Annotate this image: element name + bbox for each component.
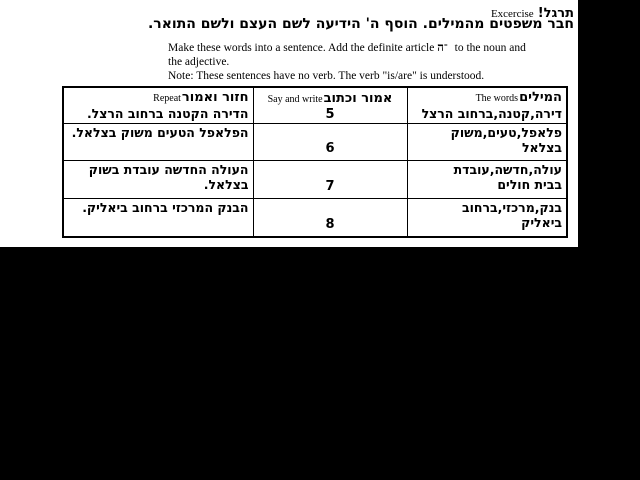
exercise-title-english: Excercise (490, 8, 534, 20)
repeat-text: בצלאל. (203, 177, 249, 192)
article-letter: ה (437, 42, 444, 54)
repeat-text: הפלאפל הטעים משוק בצלאל. (71, 125, 249, 140)
english-instruction-block: Make these words into a sentence. Add th… (168, 38, 572, 83)
english-instruction-line-3: Note: These sentences have no verb. The … (168, 70, 485, 82)
words-cell: עולה,חדשה,עובדת בבית חולים (406, 160, 568, 199)
repeat-text: הבנק המרכזי ברחוב ביאליק. (82, 200, 249, 215)
words-cell: פלאפל,טעים,משוק בצלאל (406, 123, 568, 161)
words-column-header: The wordsהמילים (412, 89, 562, 106)
english-instruction-line-2: the adjective. (168, 56, 230, 68)
words-cell: בנק,מרכזי,ברחוב ביאליק (406, 198, 568, 237)
words-text: בנק,מרכזי,ברחוב (462, 200, 562, 215)
words-text: עולה,חדשה,עובדת (453, 162, 562, 177)
table-row: הפלאפל הטעים משוק בצלאל. 6 פלאפל,טעים,מש… (62, 123, 568, 161)
words-text: פלאפל,טעים,משוק (450, 125, 562, 140)
number-cell: 7 (252, 160, 408, 199)
instruction-line1-after: to the noun and (454, 42, 526, 54)
repeat-column-header: Repeatחזור ואמור (68, 89, 249, 106)
words-text: בצלאל (521, 140, 562, 155)
words-cell: The wordsהמילים דירה,קטנה,ברחוב הרצל (406, 86, 568, 124)
words-header-english: The words (475, 93, 519, 104)
words-text: ביאליק (521, 215, 562, 230)
number-cell: 8 (252, 198, 408, 237)
english-instruction-line-1: Make these words into a sentence. Add th… (168, 38, 572, 55)
repeat-text: הדירה הקטנה ברחוב הרצל. (86, 106, 249, 121)
repeat-header-english: Repeat (153, 93, 181, 104)
repeat-cell: הפלאפל הטעים משוק בצלאל. (62, 123, 254, 161)
repeat-text (68, 140, 249, 144)
exercise-table: Repeatחזור ואמור הדירה הקטנה ברחוב הרצל.… (62, 86, 568, 238)
repeat-cell: העולה החדשה עובדת בשוק בצלאל. (62, 160, 254, 199)
item-number: 5 (325, 107, 335, 122)
table-row: העולה החדשה עובדת בשוק בצלאל. 7 עולה,חדש… (62, 160, 568, 199)
repeat-header-hebrew: חזור ואמור (181, 90, 249, 105)
article-dash: - (443, 39, 448, 51)
instruction-line1-before: Make these words into a sentence. Add th… (168, 42, 435, 54)
definite-article: ה- (437, 38, 447, 55)
say-write-header-english: Say and write (267, 94, 323, 105)
repeat-cell: הבנק המרכזי ברחוב ביאליק. (62, 198, 254, 237)
document-page: Excercise תרגל! חבר משפטים מהמילים. הוסף … (0, 0, 578, 247)
item-number: 8 (325, 216, 335, 232)
words-header-hebrew: המילים (519, 90, 562, 105)
table-row: Repeatחזור ואמור הדירה הקטנה ברחוב הרצל.… (62, 86, 568, 124)
table-row: הבנק המרכזי ברחוב ביאליק. 8 בנק,מרכזי,בר… (62, 198, 568, 237)
hebrew-instruction-line: חבר משפטים מהמילים. הוסף ה' הידיעה לשם ה… (147, 16, 574, 32)
exercise-title-hebrew: תרגל! (537, 6, 574, 21)
repeat-text (68, 215, 249, 219)
words-text: דירה,קטנה,ברחוב הרצל (421, 106, 562, 121)
item-number: 7 (325, 179, 335, 194)
number-cell: Say and writeאמור וכתוב 5 (252, 86, 408, 124)
repeat-text: העולה החדשה עובדת בשוק (88, 162, 249, 177)
words-text: בבית חולים (497, 177, 562, 192)
say-write-column-header: Say and writeאמור וכתוב (258, 89, 403, 107)
item-number: 6 (325, 141, 335, 156)
say-write-header-hebrew: אמור וכתוב (323, 91, 393, 106)
repeat-cell: Repeatחזור ואמור הדירה הקטנה ברחוב הרצל. (62, 86, 254, 124)
number-cell: 6 (252, 123, 408, 161)
exercise-title: Excercise תרגל! (491, 2, 574, 21)
